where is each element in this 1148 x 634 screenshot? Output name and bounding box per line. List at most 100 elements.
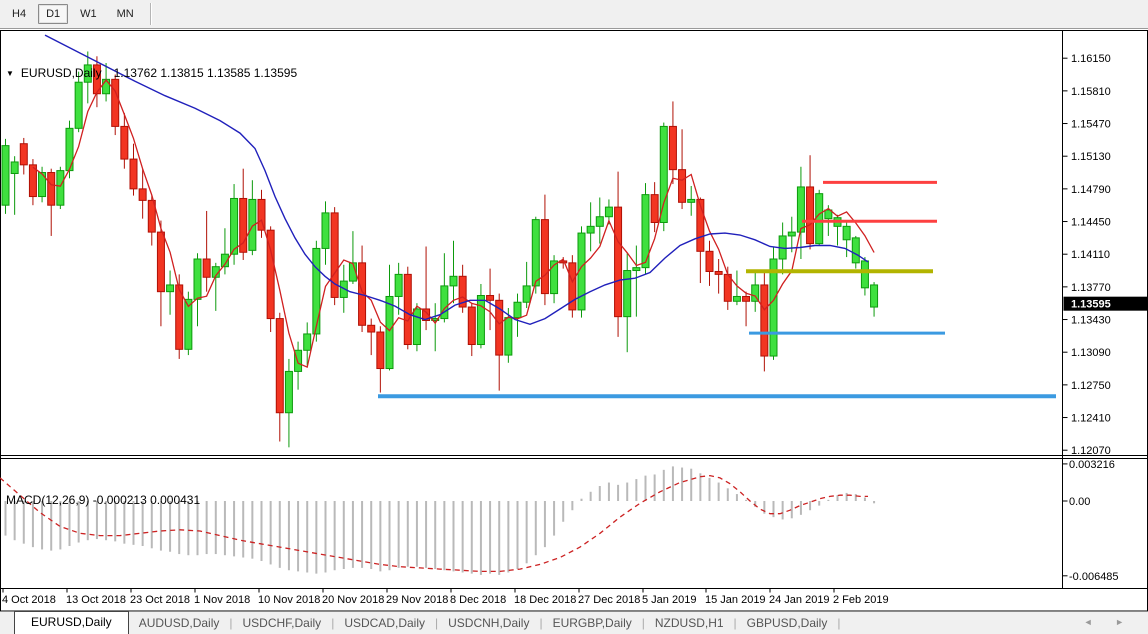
candle (842, 225, 851, 241)
price-tick-label: 1.12410 (1071, 413, 1111, 425)
candle (568, 262, 577, 311)
candle (760, 284, 769, 357)
chart-canvas[interactable]: 1.16150 1.15810 1.15470 1.15130 1.14790 1.144… (0, 30, 1148, 611)
price-tick-label: 1.15470 (1071, 119, 1111, 131)
tab-usdcnh[interactable]: USDCNH,Daily (448, 616, 530, 630)
time-tick-label: 10 Nov 2018 (258, 594, 320, 606)
price-tick-label: 1.12070 (1071, 445, 1111, 457)
candle (476, 295, 485, 346)
tab-usdchf[interactable]: USDCHF,Daily (242, 616, 322, 630)
candle (732, 295, 741, 302)
price-tick-label: 1.13770 (1071, 282, 1111, 294)
price-tick-label: 1.14450 (1071, 217, 1111, 229)
candle (56, 170, 65, 206)
candle (668, 125, 677, 171)
candle (266, 229, 275, 320)
candle (614, 206, 623, 318)
price-tick-label: 1.14790 (1071, 184, 1111, 196)
timeframe-toolbar: H4 D1 W1 MN (0, 0, 1148, 29)
tab-divider: | (229, 616, 233, 630)
candle (796, 186, 805, 233)
candle (531, 219, 540, 287)
current-price-box (1063, 296, 1148, 311)
candlestick-series (1, 51, 879, 448)
candle (184, 298, 193, 350)
candle (248, 198, 257, 251)
candle (230, 197, 239, 255)
time-axis[interactable]: 4 Oct 2018 13 Oct 2018 23 Oct 2018 1 Nov 20… (2, 588, 889, 607)
candle (275, 318, 284, 414)
macd-tick-label: 0.003216 (1069, 459, 1115, 471)
chart-ohlc-values: 1.13762 1.13815 1.13585 1.13595 (113, 66, 298, 80)
candle (102, 78, 111, 95)
price-tick-label: 1.15130 (1071, 151, 1111, 163)
price-tick-label: 1.14110 (1071, 249, 1110, 261)
candle (65, 127, 74, 172)
candle (83, 64, 92, 83)
tab-nzdusd[interactable]: NZDUSD,H1 (654, 616, 724, 630)
candle (422, 308, 431, 321)
collapse-triangle-icon[interactable]: ▼ (6, 68, 14, 78)
candle (376, 331, 385, 370)
timeframe-button-d1[interactable]: D1 (38, 4, 69, 24)
candle (394, 273, 403, 297)
time-tick-label: 4 Oct 2018 (2, 594, 56, 606)
timeframe-button-h4[interactable]: H4 (12, 8, 27, 20)
ma-slow-blue-line (44, 34, 869, 326)
candle (111, 78, 120, 127)
candle (513, 301, 522, 319)
macd-name: MACD(12,26,9) (6, 493, 90, 507)
candle (38, 172, 47, 198)
candle (403, 273, 412, 346)
price-tick-label: 1.12750 (1071, 380, 1111, 392)
macd-tick-label: -0.006485 (1069, 571, 1119, 583)
candle (815, 193, 824, 245)
price-tick-label: 1.13090 (1071, 347, 1111, 359)
candle (769, 258, 778, 357)
price-tick-label: 1.13430 (1071, 315, 1111, 327)
candle (147, 199, 156, 233)
candle (449, 275, 458, 287)
candle (851, 237, 860, 264)
candle (504, 317, 513, 356)
candle (458, 275, 467, 308)
time-tick-label: 2 Feb 2019 (833, 594, 889, 606)
candle (751, 284, 760, 302)
tab-eurgbp[interactable]: EURGBP,Daily (552, 616, 632, 630)
tab-divider: | (331, 616, 335, 630)
candle (47, 172, 56, 206)
chart-area[interactable]: 1.16150 1.15810 1.15470 1.15130 1.14790 1.144… (0, 30, 1148, 611)
candle (787, 231, 796, 237)
tab-audusd[interactable]: AUDUSD,Daily (138, 616, 220, 630)
time-tick-label: 23 Oct 2018 (130, 594, 190, 606)
tab-eurusd[interactable]: EURUSD,Daily (14, 611, 129, 634)
time-tick-label: 5 Jan 2019 (642, 594, 696, 606)
candle (284, 370, 293, 414)
time-tick-label: 29 Nov 2018 (386, 594, 448, 606)
timeframe-button-w1[interactable]: W1 (80, 8, 97, 20)
candle (321, 212, 330, 249)
candle (412, 308, 421, 346)
candle (467, 306, 476, 346)
timeframe-button-mn[interactable]: MN (116, 8, 134, 20)
time-tick-label: 20 Nov 2018 (322, 594, 384, 606)
tab-usdcad[interactable]: USDCAD,Daily (344, 616, 425, 630)
price-scale[interactable]: 1.16150 1.15810 1.15470 1.15130 1.14790 1.144… (1062, 53, 1148, 457)
candle (696, 198, 705, 252)
candle (806, 186, 815, 245)
time-tick-label: 27 Dec 2018 (578, 594, 640, 606)
candle (294, 349, 303, 372)
candle (650, 194, 659, 223)
candle (495, 299, 504, 356)
candle (604, 206, 613, 218)
candle (678, 169, 687, 203)
time-tick-label: 13 Oct 2018 (66, 594, 126, 606)
candle (860, 260, 869, 289)
candle (257, 198, 266, 231)
candle (348, 262, 357, 282)
tab-gbpusd[interactable]: GBPUSD,Daily (746, 616, 828, 630)
tab-scroll-arrows[interactable]: ◄ ► (1083, 617, 1134, 627)
candle (486, 295, 495, 301)
chart-title: ▼ EURUSD,Daily 1.13762 1.13815 1.13585 1… (6, 66, 297, 80)
